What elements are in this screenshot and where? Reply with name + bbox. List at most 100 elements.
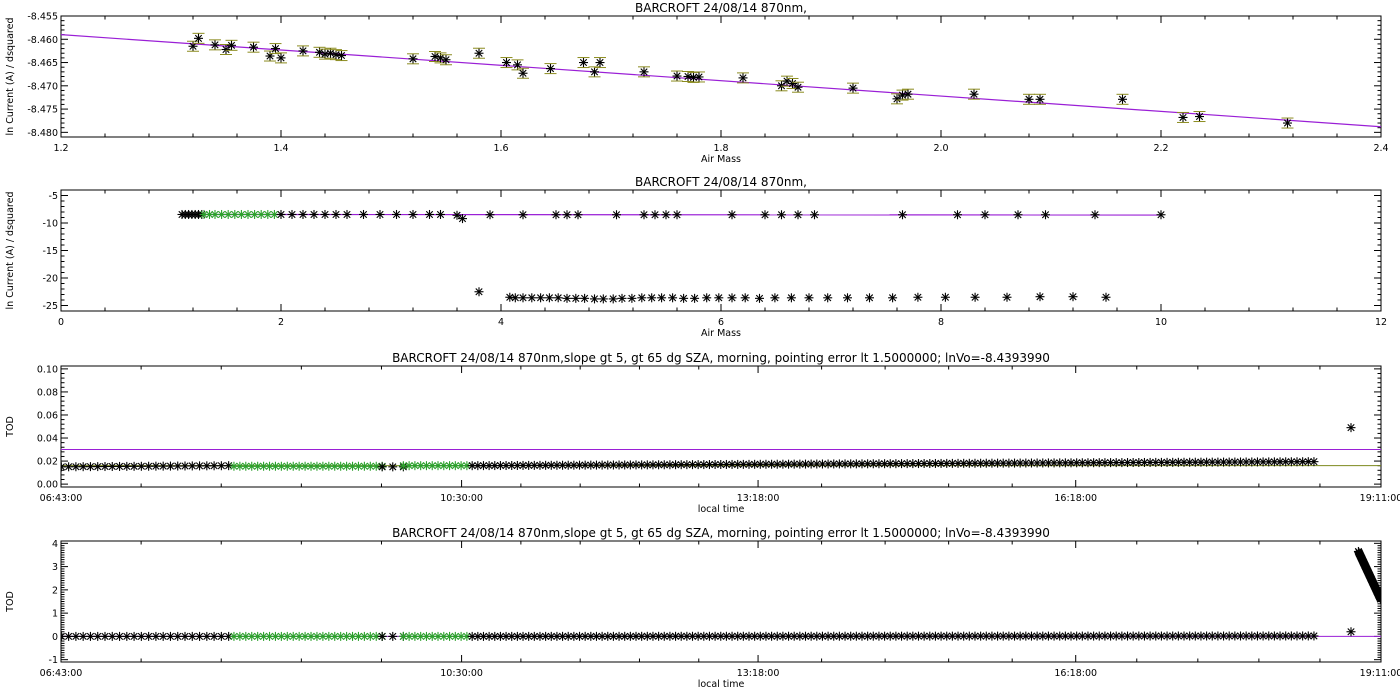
data-point	[1195, 112, 1204, 122]
x-tick-label: 6	[718, 317, 724, 328]
data-point	[981, 631, 991, 641]
data-point	[1309, 631, 1319, 641]
data-point	[365, 461, 375, 471]
data-point	[490, 461, 500, 471]
data-point	[330, 461, 340, 471]
data-point	[786, 293, 796, 303]
data-point	[1269, 631, 1279, 641]
data-point	[326, 48, 335, 58]
data-point	[331, 209, 341, 219]
data-point	[300, 461, 310, 471]
data-point	[639, 210, 649, 220]
data-point	[647, 293, 657, 303]
data-point	[657, 293, 667, 303]
data-point	[276, 209, 286, 219]
data-point	[216, 631, 226, 641]
data-point	[421, 461, 431, 471]
data-point	[371, 461, 381, 471]
x-tick-label: 2.0	[933, 143, 948, 154]
data-point	[202, 631, 212, 641]
data-point	[573, 210, 583, 220]
data-point	[253, 631, 263, 641]
x-tick-label: 13:18:00	[737, 493, 780, 504]
data-point	[959, 631, 969, 641]
data-point	[793, 82, 803, 92]
data-point	[888, 293, 898, 303]
data-point	[388, 631, 398, 641]
data-point	[282, 461, 292, 471]
data-point	[452, 210, 462, 220]
data-point	[1275, 631, 1285, 641]
data-point	[1089, 458, 1099, 468]
data-point	[365, 631, 375, 641]
data-point	[778, 631, 788, 641]
chart-title: BARCROFT 24/08/14 870nm,slope gt 5, gt 6…	[392, 351, 1050, 365]
data-point	[788, 78, 797, 88]
data-point	[913, 459, 923, 469]
y-axis-label: TOD	[5, 591, 16, 613]
data-point	[377, 462, 387, 472]
data-point	[970, 292, 980, 302]
data-point	[898, 210, 907, 220]
data-point	[474, 48, 484, 58]
plot-frame	[60, 365, 1382, 488]
data-point	[738, 73, 748, 83]
data-point	[579, 58, 588, 68]
data-point	[518, 293, 528, 303]
data-point	[733, 631, 743, 641]
data-point	[1035, 94, 1045, 104]
data-point	[546, 64, 555, 74]
data-point	[1230, 631, 1240, 641]
data-point	[1258, 457, 1268, 467]
data-point	[897, 631, 907, 641]
y-tick-label: -20	[42, 274, 58, 285]
data-point	[271, 44, 280, 54]
data-point	[688, 460, 698, 470]
data-point	[891, 459, 901, 469]
data-point	[1185, 631, 1195, 641]
data-point	[433, 461, 443, 471]
data-point	[953, 210, 962, 220]
data-point	[1089, 631, 1099, 641]
data-point	[777, 210, 786, 220]
data-point	[427, 461, 437, 471]
y-tick-label: 0.10	[37, 364, 58, 375]
data-point	[806, 459, 816, 469]
data-point	[527, 293, 537, 303]
x-tick-label: 2.2	[1153, 143, 1168, 154]
x-tick-label: 13:18:00	[737, 668, 780, 679]
data-point	[518, 210, 528, 220]
data-point	[320, 209, 330, 219]
x-tick-label: 10:30:00	[440, 493, 483, 504]
data-point	[408, 209, 418, 219]
data-point	[1236, 631, 1246, 641]
data-point	[903, 89, 913, 99]
data-point	[473, 631, 483, 641]
data-point	[1049, 458, 1059, 468]
data-point	[535, 631, 545, 641]
x-tick-label: 12	[1375, 317, 1387, 328]
data-point	[136, 461, 146, 471]
data-point	[263, 209, 273, 219]
data-point	[158, 631, 168, 641]
data-point	[699, 631, 709, 641]
data-point	[229, 631, 239, 641]
data-point	[865, 293, 874, 303]
data-point	[930, 631, 940, 641]
panel-tod-full: BARCROFT 24/08/14 870nm,slope gt 5, gt 6…	[5, 526, 1400, 690]
y-tick-label: -25	[42, 301, 58, 312]
data-point	[908, 631, 918, 641]
data-point	[672, 71, 682, 81]
data-point	[612, 210, 621, 220]
data-point	[679, 293, 689, 303]
data-point	[512, 460, 522, 470]
y-tick-label: 0	[52, 632, 58, 643]
data-point	[702, 293, 712, 303]
data-point	[848, 83, 858, 93]
x-tick-label: 19:11:00	[1360, 493, 1400, 504]
data-point	[210, 40, 220, 50]
data-point	[654, 460, 664, 470]
plot-area	[61, 546, 1381, 641]
data-point	[843, 293, 852, 303]
